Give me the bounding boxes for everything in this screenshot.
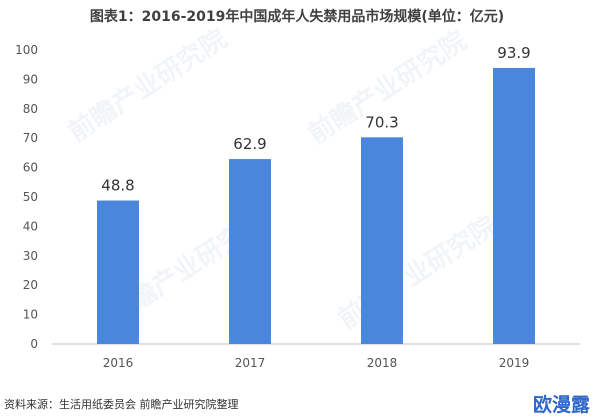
y-tick-label: 40	[23, 219, 38, 233]
y-tick-label: 90	[23, 72, 38, 86]
x-tick-label: 2017	[235, 356, 266, 370]
data-label: 62.9	[233, 135, 266, 153]
x-axis-ticks: 2016 2017 2018 2019	[103, 356, 530, 370]
y-tick-label: 70	[23, 131, 38, 145]
x-tick-label: 2019	[499, 356, 530, 370]
corner-watermark: 欧漫露	[532, 394, 590, 416]
bar	[97, 200, 139, 344]
y-tick-label: 100	[15, 43, 38, 57]
source-note: 资料来源：生活用纸委员会 前瞻产业研究院整理	[4, 398, 239, 411]
data-label: 70.3	[365, 113, 398, 131]
y-tick-label: 80	[23, 102, 38, 116]
chart-title: 图表1：2016-2019年中国成年人失禁用品市场规模(单位：亿元)	[89, 9, 505, 25]
data-label: 93.9	[497, 44, 530, 62]
x-tick-label: 2018	[367, 356, 398, 370]
y-tick-label: 0	[30, 337, 38, 351]
y-tick-label: 30	[23, 249, 38, 263]
y-tick-label: 60	[23, 161, 38, 175]
y-axis-ticks: 0 10 20 30 40 50 60 70 80 90 100	[15, 43, 38, 351]
x-tick-label: 2016	[103, 356, 134, 370]
bar	[229, 159, 271, 344]
bar	[361, 137, 403, 344]
y-tick-label: 10	[23, 308, 38, 322]
data-label: 48.8	[101, 177, 134, 195]
y-tick-label: 50	[23, 190, 38, 204]
y-tick-label: 20	[23, 278, 38, 292]
data-labels: 48.8 62.9 70.3 93.9	[101, 44, 530, 195]
bars	[97, 67, 535, 345]
bar	[493, 67, 535, 345]
